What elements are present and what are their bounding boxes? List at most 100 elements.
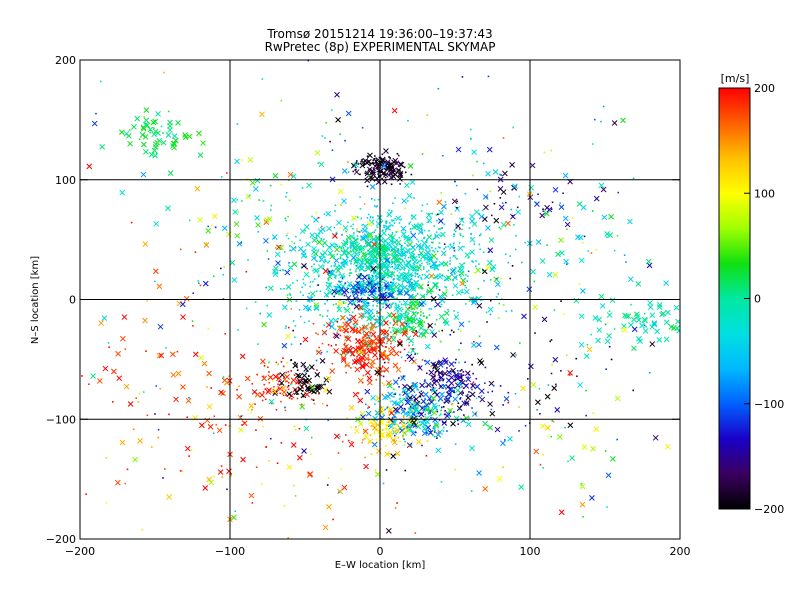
data-point-dot <box>376 358 379 360</box>
data-point-dot <box>199 284 202 287</box>
data-point-cross <box>374 270 381 277</box>
data-point-cross <box>410 244 416 251</box>
data-point-dot <box>429 265 432 268</box>
data-point-cross <box>253 186 259 192</box>
data-point-dot <box>498 173 501 176</box>
data-point-cross <box>231 514 237 521</box>
data-point-cross <box>327 250 334 256</box>
data-point-dot <box>270 204 272 207</box>
data-point-dot <box>390 281 392 284</box>
data-point-cross <box>411 419 417 426</box>
data-point-dot <box>465 384 467 386</box>
data-point-dot <box>301 187 304 189</box>
data-point-dot <box>394 263 396 266</box>
data-point-dot <box>339 329 341 332</box>
data-point-cross <box>371 241 378 248</box>
data-point-dot <box>364 429 366 432</box>
data-point-dot <box>366 253 368 255</box>
data-point-dot <box>502 304 505 306</box>
data-point-dot <box>489 313 492 316</box>
data-point-dot <box>237 329 239 331</box>
data-point-dot <box>314 268 317 271</box>
data-point-dot <box>328 245 331 248</box>
data-point-cross <box>419 382 425 389</box>
data-point-dot <box>472 372 474 375</box>
data-point-dot <box>357 284 359 287</box>
data-point-cross <box>329 242 336 249</box>
data-point-dot <box>416 266 419 268</box>
data-point-dot <box>364 310 366 313</box>
data-point-cross <box>388 174 395 181</box>
data-point-dot <box>168 413 170 416</box>
data-point-dot <box>585 414 587 417</box>
data-point-cross <box>121 314 128 320</box>
data-point-dot <box>482 162 485 165</box>
data-point-dot <box>323 238 325 241</box>
data-point-dot <box>422 312 425 314</box>
data-point-cross <box>444 397 451 403</box>
data-point-dot <box>396 412 398 414</box>
data-point-cross <box>406 316 413 323</box>
data-point-dot <box>392 427 395 429</box>
data-point-cross <box>457 245 464 252</box>
data-point-dot <box>434 247 437 250</box>
data-point-cross <box>507 436 513 442</box>
data-point-cross <box>656 304 663 310</box>
data-point-cross <box>278 244 284 251</box>
data-point-dot <box>373 205 376 207</box>
data-point-dot <box>347 221 349 224</box>
data-point-dot <box>241 424 243 426</box>
data-point-cross <box>361 251 367 258</box>
data-point-dot <box>461 217 463 220</box>
data-point-dot <box>337 452 340 454</box>
data-point-cross <box>367 152 373 159</box>
data-point-dot <box>418 421 421 423</box>
data-point-cross <box>151 131 157 138</box>
data-point-cross <box>598 293 605 300</box>
data-point-cross <box>554 407 561 413</box>
data-point-dot <box>452 331 455 334</box>
data-point-cross <box>635 281 642 287</box>
data-point-cross <box>183 295 190 302</box>
data-point-dot <box>220 465 223 467</box>
data-point-dot <box>339 281 341 283</box>
data-point-cross <box>363 356 370 362</box>
data-point-dot <box>339 256 342 258</box>
data-point-dot <box>426 385 428 388</box>
data-point-dot <box>416 273 419 275</box>
data-point-dot <box>381 177 383 180</box>
data-point-dot <box>381 365 384 368</box>
data-point-cross <box>151 147 158 154</box>
data-point-dot <box>368 358 370 360</box>
data-point-dot <box>549 340 551 343</box>
data-point-cross <box>102 365 109 372</box>
data-point-dot <box>417 261 419 264</box>
data-point-cross <box>362 428 369 435</box>
data-point-dot <box>363 301 366 303</box>
data-point-cross <box>272 390 278 397</box>
data-point-dot <box>335 344 337 346</box>
data-point-cross <box>446 391 453 397</box>
data-point-cross <box>453 372 460 379</box>
data-point-cross <box>245 193 252 200</box>
data-point-cross <box>392 362 399 369</box>
data-point-cross <box>302 336 309 343</box>
data-point-dot <box>396 277 398 280</box>
data-point-dot <box>487 75 490 78</box>
data-point-dot <box>454 374 456 376</box>
data-point-cross <box>339 272 345 279</box>
data-point-dot <box>459 275 462 278</box>
data-point-cross <box>358 287 365 294</box>
data-point-dot <box>228 425 231 427</box>
data-point-dot <box>313 263 315 266</box>
data-point-cross <box>562 215 569 222</box>
data-point-dot <box>198 282 200 285</box>
data-point-cross <box>631 316 637 323</box>
data-point-dot <box>358 248 361 251</box>
data-point-dot <box>381 170 384 173</box>
data-point-dot <box>423 295 425 298</box>
data-point-dot <box>449 243 452 246</box>
data-point-dot <box>478 335 481 338</box>
data-point-dot <box>315 359 318 362</box>
data-point-dot <box>297 375 299 378</box>
